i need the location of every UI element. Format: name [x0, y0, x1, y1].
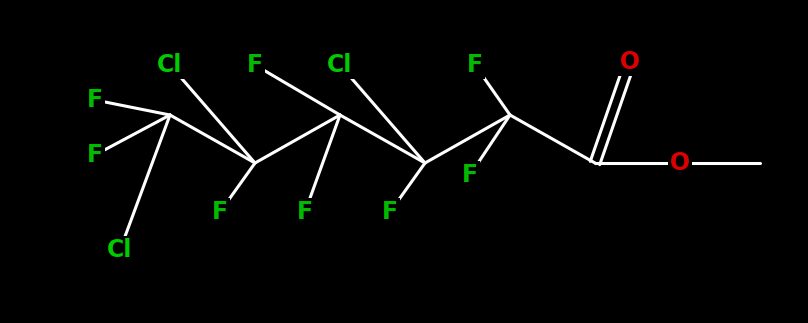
Text: F: F	[87, 143, 103, 167]
Text: Cl: Cl	[158, 53, 183, 77]
Text: Cl: Cl	[327, 53, 352, 77]
Text: Cl: Cl	[107, 238, 133, 262]
Text: F: F	[462, 163, 478, 187]
Text: F: F	[247, 53, 263, 77]
Text: O: O	[620, 50, 640, 74]
Text: F: F	[297, 200, 313, 224]
Text: F: F	[467, 53, 483, 77]
Text: F: F	[212, 200, 228, 224]
Text: F: F	[87, 88, 103, 112]
Text: O: O	[670, 151, 690, 175]
Text: F: F	[382, 200, 398, 224]
